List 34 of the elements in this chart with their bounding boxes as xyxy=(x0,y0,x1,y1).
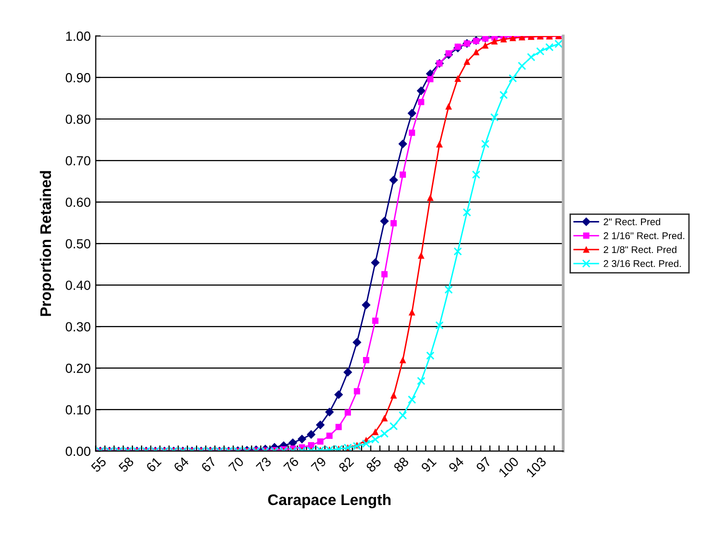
x-tick-label: 70 xyxy=(228,456,244,473)
x-tick-label: 103 xyxy=(526,456,547,478)
x-tick-label: 79 xyxy=(310,456,327,473)
x-tick-label: 76 xyxy=(283,456,300,473)
x-tick-label: 82 xyxy=(338,456,354,473)
legend-label: 2 3/16 Rect. Pred. xyxy=(604,260,681,268)
legend-label: 2 1/8" Rect. Pred xyxy=(604,246,676,254)
y-tick-label: 0.30 xyxy=(66,322,90,332)
legend-label: 2" Rect. Pred xyxy=(604,218,660,226)
y-tick-label: 0.70 xyxy=(66,156,90,166)
x-tick-label: 73 xyxy=(256,456,272,473)
y-tick-label: 0.20 xyxy=(66,364,90,373)
x-tick-label: 58 xyxy=(118,456,134,473)
y-tick-label: 0.60 xyxy=(66,198,90,207)
legend-label: 2 1/16" Rect. Pred. xyxy=(604,232,684,240)
y-axis-title: Proportion Retained xyxy=(40,171,54,316)
y-tick-label: 0.50 xyxy=(66,239,90,248)
x-tick-label: 94 xyxy=(448,456,464,473)
x-tick-label: 64 xyxy=(173,456,190,473)
y-tick-label: 0.40 xyxy=(66,280,90,290)
x-tick-label: 55 xyxy=(90,456,107,473)
y-tick-label: 1.00 xyxy=(66,32,90,41)
x-tick-label: 88 xyxy=(393,456,410,473)
x-axis-title: Carapace Length xyxy=(268,494,391,508)
x-tick-label: 61 xyxy=(146,456,162,473)
y-tick-label: 0.90 xyxy=(66,73,90,82)
x-tick-label: 91 xyxy=(420,456,437,473)
x-tick-label: 85 xyxy=(366,456,382,473)
x-tick-label: 67 xyxy=(200,456,217,473)
x-tick-label: 97 xyxy=(476,456,492,473)
x-tick-label: 100 xyxy=(498,456,520,478)
y-tick-label: 0.10 xyxy=(66,405,90,414)
y-tick-label: 0.80 xyxy=(66,114,90,124)
y-tick-label: 0.00 xyxy=(66,446,90,456)
